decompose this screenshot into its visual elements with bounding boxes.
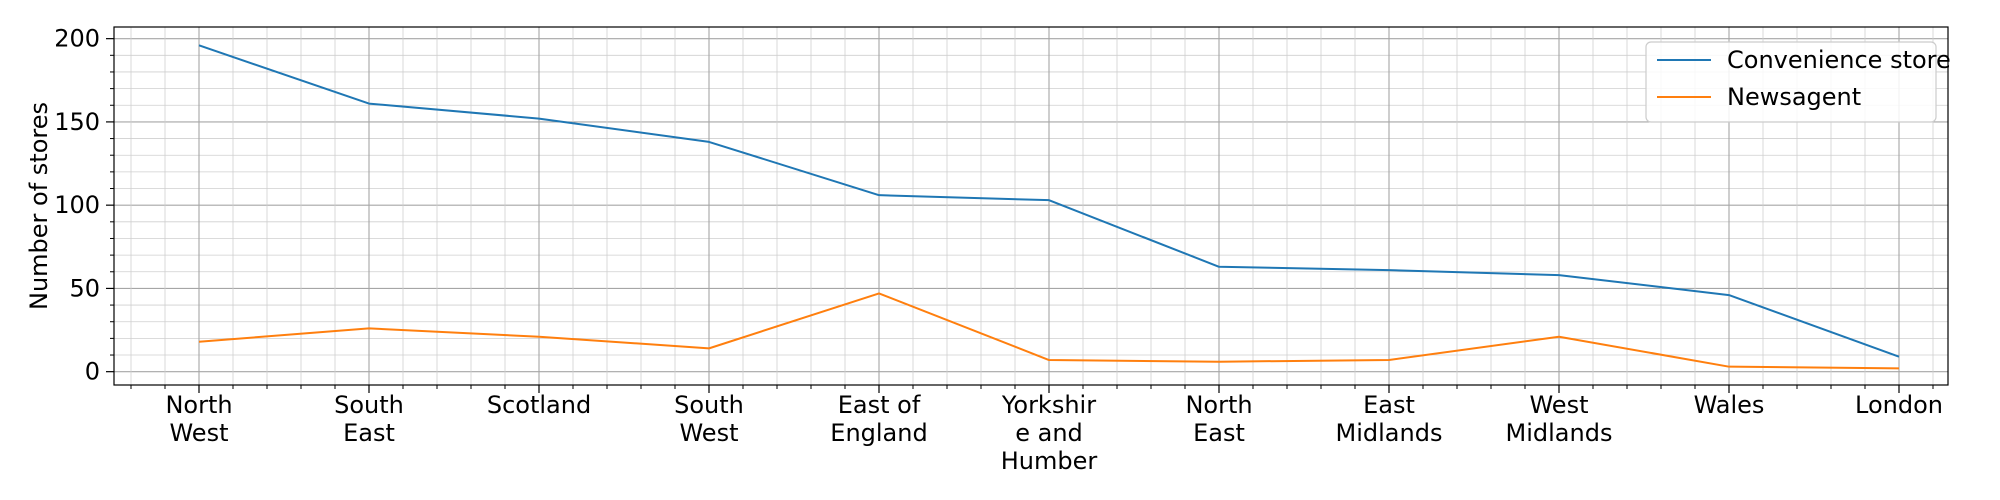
y-axis-ticks: 0 50 100 150 200	[54, 25, 114, 386]
y-tick-label: 100	[54, 191, 100, 219]
x-axis-ticks: North West South East Scotland South West East …	[130, 385, 1943, 475]
x-tick-label: East Midlands	[1336, 391, 1443, 447]
legend-box	[1645, 41, 1937, 123]
plot-area-frame	[113, 26, 1949, 386]
series-lines	[198, 44, 1900, 370]
x-tick-label: Scotland	[487, 391, 591, 419]
legend: Convenience store Newsagent	[1645, 41, 1951, 123]
y-axis-title: Number of stores	[25, 102, 53, 310]
x-tick-label: North West	[165, 391, 232, 447]
x-tick-label: Wales	[1694, 391, 1765, 419]
y-tick-label: 50	[69, 274, 100, 302]
x-tick-label: London	[1855, 391, 1943, 419]
x-tick-label: West Midlands	[1506, 391, 1613, 447]
y-tick-label: 0	[85, 358, 100, 386]
y-tick-label: 200	[54, 25, 100, 53]
x-tick-label: North East	[1185, 391, 1252, 447]
x-tick-label: South West	[674, 391, 744, 447]
legend-label: Convenience store	[1727, 46, 1951, 74]
grid-lines	[114, 27, 1948, 385]
x-tick-label: East of England	[830, 391, 927, 447]
x-tick-label: Yorkshir e and Humber	[1001, 391, 1098, 475]
legend-label: Newsagent	[1727, 83, 1861, 111]
y-tick-label: 150	[54, 108, 100, 136]
x-tick-label: South East	[334, 391, 404, 447]
